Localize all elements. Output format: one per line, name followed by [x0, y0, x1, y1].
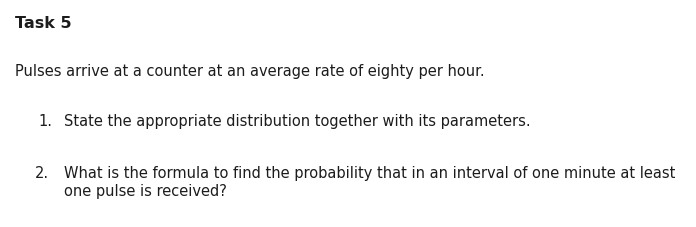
Text: 1.: 1.	[38, 114, 52, 128]
Text: State the appropriate distribution together with its parameters.: State the appropriate distribution toget…	[64, 114, 530, 128]
Text: 2.: 2.	[35, 166, 49, 181]
Text: Pulses arrive at a counter at an average rate of eighty per hour.: Pulses arrive at a counter at an average…	[15, 64, 485, 79]
Text: What is the formula to find the probability that in an interval of one minute at: What is the formula to find the probabil…	[64, 166, 675, 198]
Text: Task 5: Task 5	[15, 16, 72, 31]
